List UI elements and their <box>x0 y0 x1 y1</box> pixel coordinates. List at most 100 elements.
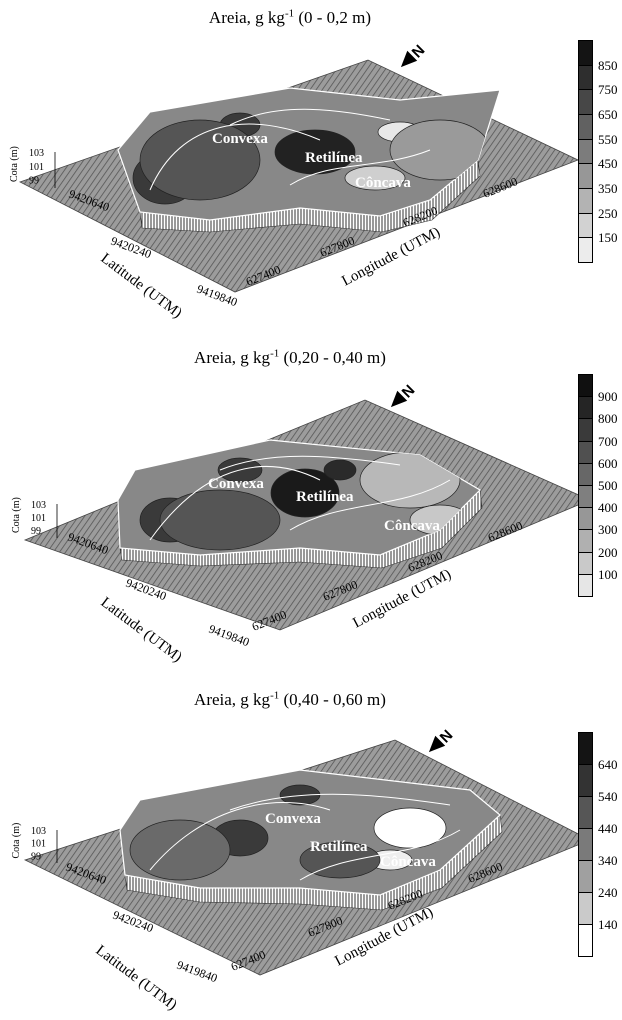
legend-swatch <box>578 212 593 239</box>
legend-label: 700 <box>598 433 618 449</box>
region-label-retilinea: Retilínea <box>310 839 368 855</box>
region-label-concava: Côncava <box>380 854 436 870</box>
legend-label: 850 <box>598 57 618 73</box>
landform-boundary <box>149 466 321 541</box>
legend-label: 140 <box>598 917 618 932</box>
legend-label: 640 <box>598 757 618 772</box>
cota-axis-title: Cota (m) <box>9 146 20 182</box>
panel-title: Areia, g kg-1 (0 - 0,2 m) <box>208 7 372 27</box>
cota-axis-title: Cota (m) <box>11 497 22 533</box>
legend-swatch <box>578 485 593 509</box>
contour-zone <box>299 841 381 879</box>
landform-boundary <box>289 149 431 186</box>
latitude-tick-label: 9419840 <box>207 622 251 650</box>
legend-swatch <box>578 507 593 531</box>
legend-swatch <box>578 892 593 925</box>
contour-zone <box>373 807 447 849</box>
map-panel-2: Areia, g kg-1 (0,20 - 0,40 m) Convexa Ret… <box>0 348 622 668</box>
legend-label: 450 <box>598 156 618 172</box>
legend-swatch <box>578 764 593 797</box>
latitude-axis-title: Latitude (UTM) <box>98 594 185 665</box>
surface-plot: Convexa Retilínea Côncava Cota (m) 103 101 99 9… <box>11 382 592 666</box>
legend-label: 500 <box>598 478 618 493</box>
legend-swatch <box>578 64 593 91</box>
contour-zone <box>129 819 231 881</box>
legend-label: 100 <box>598 566 618 582</box>
region-label-convexa: Convexa <box>208 476 264 492</box>
legend-label: 340 <box>598 853 618 868</box>
legend-swatch <box>578 188 593 214</box>
legend-label: 240 <box>598 885 618 900</box>
latitude-axis-title: Latitude (UTM) <box>93 942 180 1013</box>
landform-boundary <box>149 123 321 191</box>
legend-swatch <box>578 796 593 829</box>
landform-boundary <box>289 479 451 531</box>
region-label-convexa: Convexa <box>265 811 321 827</box>
legend-swatch <box>578 40 593 66</box>
legend-swatch <box>578 529 593 553</box>
region-label-concava: Côncava <box>384 518 440 534</box>
cota-tick-label: 103 <box>29 148 44 159</box>
cota-tick-label: 101 <box>31 513 46 524</box>
map-panel-3: Areia, g kg-1 (0,40 - 0,60 m) Convexa Ret… <box>0 689 622 1014</box>
legend-swatch <box>578 114 593 140</box>
contour-zone <box>323 459 357 481</box>
legend-label: 250 <box>598 205 618 221</box>
region-label-concava: Côncava <box>355 175 411 191</box>
cota-tick-label: 103 <box>31 826 46 837</box>
legend-label: 600 <box>598 455 618 471</box>
legend-label: 800 <box>598 411 618 427</box>
contour-zone <box>159 489 281 551</box>
contour-zone <box>270 468 340 518</box>
region-label-retilinea: Retilínea <box>305 150 363 166</box>
legend-label: 440 <box>598 821 618 836</box>
legend-label: 350 <box>598 181 618 196</box>
legend-swatch <box>578 828 593 861</box>
cota-tick-label: 103 <box>31 500 46 511</box>
landform-boundary <box>149 802 331 871</box>
region-label-convexa: Convexa <box>212 131 268 147</box>
contour-zone <box>344 165 406 191</box>
legend-label: 150 <box>598 230 618 246</box>
legend-swatch <box>578 924 593 957</box>
latitude-tick-label: 9419840 <box>175 958 219 986</box>
legend-label: 650 <box>598 107 618 122</box>
cota-tick-label: 99 <box>29 176 39 187</box>
contour-zone <box>139 119 261 201</box>
legend-label: 400 <box>598 500 618 516</box>
cota-tick-label: 101 <box>31 839 46 850</box>
legend-label: 550 <box>598 131 618 147</box>
legend-swatch <box>578 418 593 442</box>
legend-label: 900 <box>598 389 618 405</box>
latitude-axis-title: Latitude (UTM) <box>98 250 185 321</box>
legend-label: 200 <box>598 544 618 560</box>
landform-boundary <box>229 108 391 126</box>
legend-swatch <box>578 89 593 115</box>
legend-label: 540 <box>598 789 618 804</box>
legend-swatch <box>578 374 593 398</box>
landform-boundary <box>299 829 461 881</box>
legend-swatch <box>578 138 593 165</box>
region-label-retilinea: Retilínea <box>296 489 354 505</box>
legend-label: 300 <box>598 522 618 538</box>
legend-swatch <box>578 462 593 486</box>
cota-tick-label: 99 <box>31 851 41 862</box>
cota-tick-label: 99 <box>31 526 41 537</box>
legend-swatch <box>578 860 593 893</box>
panel-title: Areia, g kg-1 (0,20 - 0,40 m) <box>194 347 386 367</box>
landform-boundary <box>219 455 401 471</box>
legend-swatch <box>578 732 593 765</box>
cota-tick-label: 101 <box>29 162 44 173</box>
legend-swatch <box>578 573 593 597</box>
landform-boundary <box>229 793 451 811</box>
legend-label: 750 <box>598 82 618 98</box>
cota-axis-title: Cota (m) <box>11 823 22 859</box>
north-arrow-icon: N <box>390 382 418 408</box>
legend-swatch <box>578 163 593 189</box>
panel-title: Areia, g kg-1 (0,40 - 0,60 m) <box>194 689 386 709</box>
north-arrow-icon: N <box>400 42 428 68</box>
legend-swatch <box>578 440 593 464</box>
north-arrow-icon: N <box>428 727 456 753</box>
